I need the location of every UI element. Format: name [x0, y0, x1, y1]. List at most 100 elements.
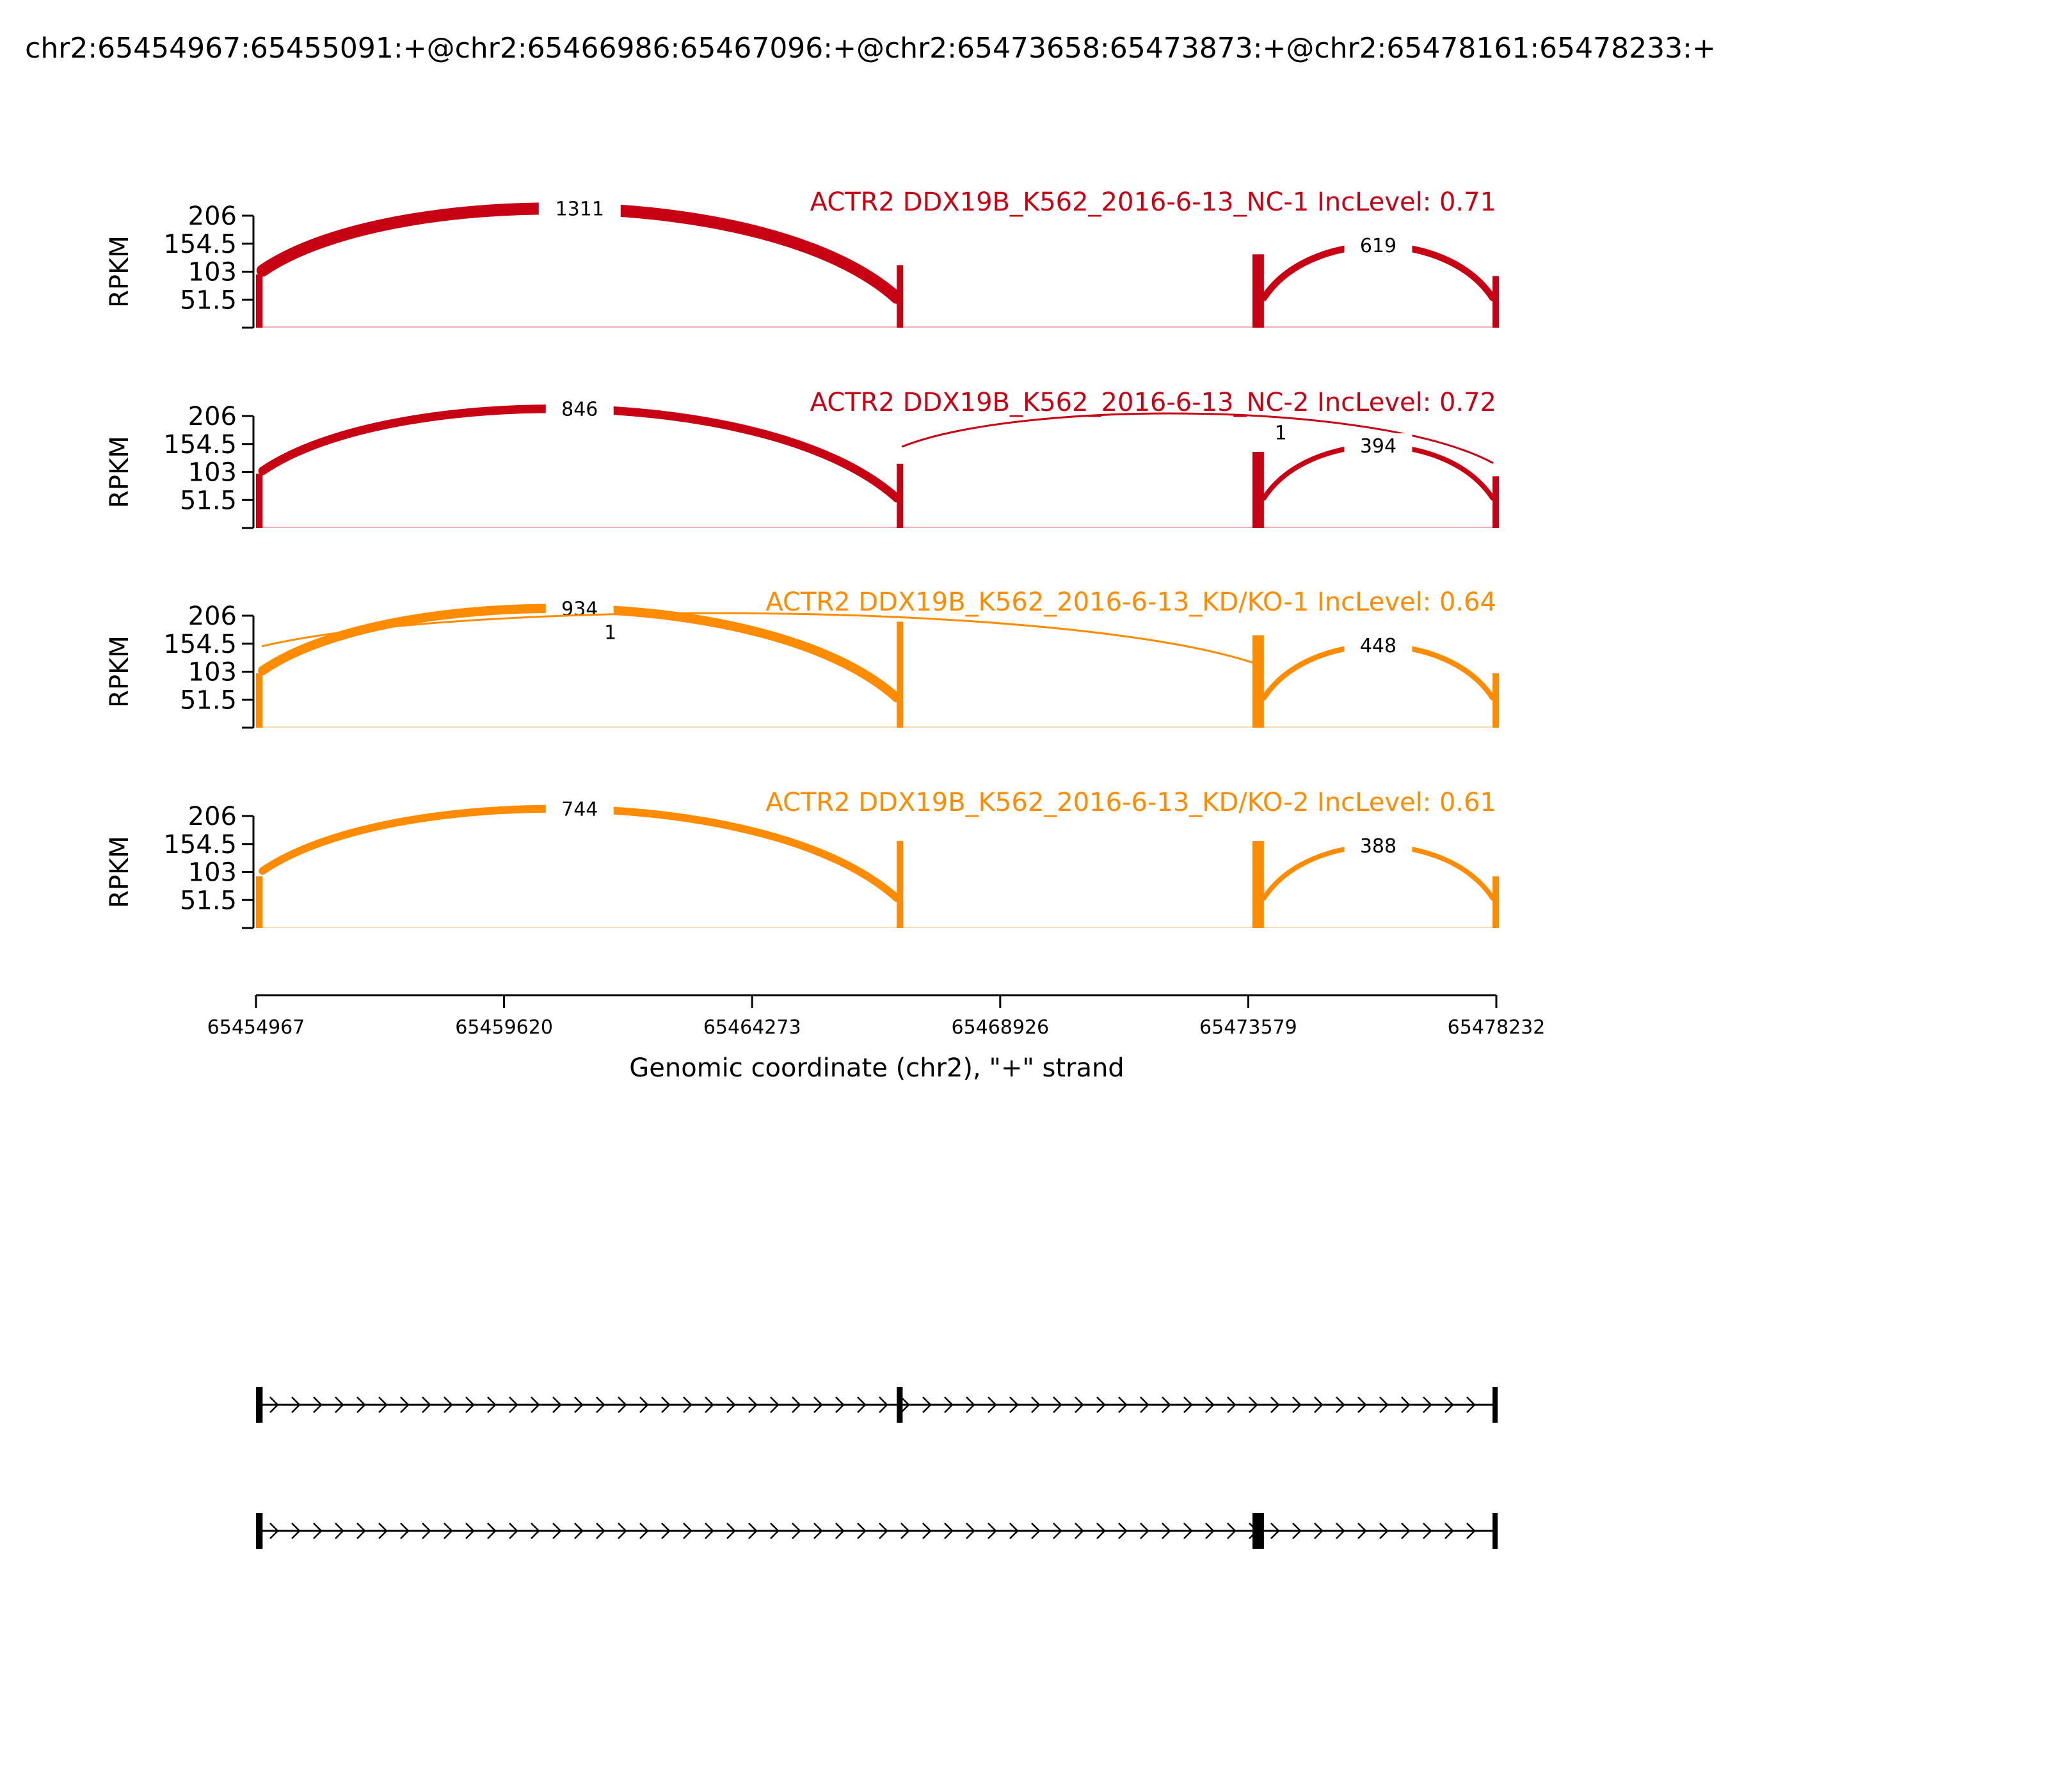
- strand-arrow-icon: [748, 1396, 758, 1413]
- x-tick-label: 65454967: [207, 1016, 305, 1039]
- strand-arrow-icon: [1227, 1396, 1236, 1413]
- junction-count-background: [1344, 633, 1412, 659]
- strand-arrow-icon: [1096, 1523, 1106, 1539]
- x-tick-label: 65464273: [703, 1016, 801, 1039]
- strand-arrow-icon: [1357, 1396, 1367, 1413]
- strand-arrow-icon: [487, 1523, 497, 1539]
- y-axis-label: RPKM: [105, 436, 134, 508]
- junction-count-background: [545, 796, 614, 822]
- strand-arrow-icon: [1314, 1396, 1324, 1413]
- strand-arrow-icon: [813, 1396, 823, 1413]
- strand-arrow-icon: [770, 1396, 780, 1413]
- exon-coverage-bar: [897, 621, 904, 728]
- strand-arrow-icon: [705, 1396, 714, 1413]
- y-tick-label: 51.5: [180, 886, 237, 915]
- strand-arrow-icon: [661, 1396, 671, 1413]
- strand-arrow-icon: [335, 1396, 344, 1413]
- exon-coverage-bar: [1492, 476, 1500, 528]
- strand-arrow-icon: [356, 1396, 366, 1413]
- strand-arrow-icon: [1162, 1396, 1171, 1413]
- junction-arc: [259, 804, 901, 902]
- panel-label: ACTR2 DDX19B_K562_2016-6-13_KD/KO-2 IncL…: [765, 788, 1496, 817]
- exon-block: [1492, 1387, 1498, 1423]
- strand-arrow-icon: [1118, 1396, 1128, 1413]
- exon-block: [1252, 1513, 1264, 1549]
- y-axis-label: RPKM: [105, 636, 134, 708]
- strand-arrow-icon: [857, 1396, 867, 1413]
- strand-arrow-icon: [1423, 1523, 1432, 1539]
- strand-arrow-icon: [1379, 1523, 1389, 1539]
- strand-arrow-icon: [683, 1396, 692, 1413]
- junction-count-background: [545, 596, 614, 622]
- strand-arrow-icon: [618, 1523, 627, 1539]
- strand-arrow-icon: [269, 1523, 279, 1539]
- exon-coverage-bar: [256, 673, 263, 728]
- exon-coverage-bar: [1492, 673, 1500, 728]
- strand-arrow-icon: [770, 1523, 780, 1539]
- strand-arrow-icon: [1075, 1523, 1084, 1539]
- strand-arrow-icon: [879, 1396, 888, 1413]
- strand-arrow-icon: [922, 1396, 932, 1413]
- junction-count-label: 394: [1360, 435, 1396, 458]
- exon-coverage-bar: [1252, 635, 1264, 728]
- strand-arrow-icon: [1401, 1396, 1411, 1413]
- strand-arrow-icon: [269, 1396, 279, 1413]
- strand-arrow-icon: [1270, 1396, 1280, 1413]
- junction-count-background: [1344, 433, 1412, 460]
- strand-arrow-icon: [1401, 1523, 1411, 1539]
- junction-count-label: 1311: [556, 198, 604, 220]
- strand-arrow-icon: [857, 1523, 867, 1539]
- strand-arrow-icon: [966, 1523, 975, 1539]
- strand-arrow-icon: [1423, 1396, 1432, 1413]
- plot-title: chr2:65454967:65455091:+@chr2:65466986:6…: [25, 32, 1716, 65]
- strand-arrow-icon: [531, 1396, 540, 1413]
- exon-coverage-bar: [1252, 254, 1264, 328]
- strand-arrow-icon: [792, 1523, 801, 1539]
- y-tick-label: 103: [188, 858, 237, 888]
- y-tick-label: 103: [188, 658, 237, 687]
- junction-count-background: [538, 196, 621, 222]
- y-tick-label: 206: [188, 802, 237, 831]
- strand-arrow-icon: [335, 1523, 344, 1539]
- y-tick-label: 51.5: [180, 685, 237, 715]
- junction-count-label: 448: [1360, 635, 1396, 657]
- exon-coverage-bar: [256, 274, 263, 328]
- strand-arrow-icon: [574, 1523, 584, 1539]
- strand-arrow-icon: [1205, 1523, 1215, 1539]
- exon-block: [256, 1513, 263, 1549]
- junction-count-label: 744: [561, 798, 598, 820]
- strand-arrow-icon: [509, 1396, 518, 1413]
- x-axis: 65454967 65459620 65464273 65468926 65473579…: [207, 994, 1545, 1039]
- strand-arrow-icon: [509, 1523, 518, 1539]
- strand-arrow-icon: [465, 1396, 475, 1413]
- strand-arrow-icon: [422, 1396, 431, 1413]
- strand-arrow-icon: [1031, 1523, 1041, 1539]
- x-tick-label: 65459620: [455, 1016, 553, 1039]
- strand-arrow-icon: [1270, 1523, 1280, 1539]
- y-tick-label: 154.5: [163, 630, 237, 659]
- strand-arrow-icon: [988, 1523, 997, 1539]
- strand-arrow-icon: [1140, 1396, 1149, 1413]
- strand-arrow-icon: [726, 1523, 736, 1539]
- exon-coverage-bar: [256, 876, 263, 928]
- y-tick-label: 51.5: [180, 285, 237, 315]
- strand-arrow-icon: [313, 1396, 323, 1413]
- strand-arrow-icon: [683, 1523, 692, 1539]
- strand-arrow-icon: [400, 1396, 410, 1413]
- strand-arrow-icon: [1075, 1396, 1084, 1413]
- strand-arrow-icon: [313, 1523, 323, 1539]
- strand-arrow-icon: [922, 1523, 932, 1539]
- strand-arrow-icon: [639, 1396, 649, 1413]
- strand-arrow-icon: [726, 1396, 736, 1413]
- strand-arrow-icon: [944, 1523, 954, 1539]
- junction-arc: [901, 412, 1494, 464]
- strand-arrow-icon: [1140, 1523, 1149, 1539]
- y-tick-label: 154.5: [163, 430, 237, 460]
- junction-count-background: [1344, 233, 1412, 259]
- exon-block: [897, 1387, 903, 1423]
